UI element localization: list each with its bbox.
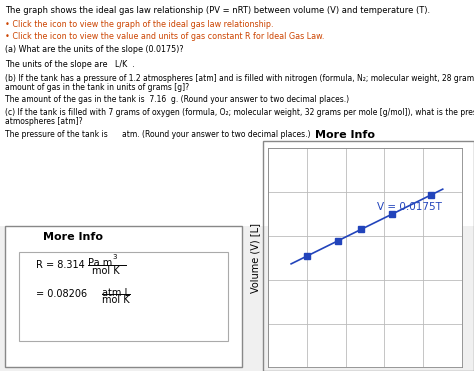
Text: The pressure of the tank is      atm. (Round your answer to two decimal places.): The pressure of the tank is atm. (Round … xyxy=(5,130,310,139)
Text: 3: 3 xyxy=(113,254,117,260)
Text: R = 8.314: R = 8.314 xyxy=(36,260,84,270)
Text: The units of the slope are   L/K  .: The units of the slope are L/K . xyxy=(5,60,135,69)
Text: More Info: More Info xyxy=(44,232,103,242)
Text: mol K: mol K xyxy=(92,266,120,276)
Text: mol K: mol K xyxy=(102,295,129,305)
FancyBboxPatch shape xyxy=(19,252,228,341)
Text: amount of gas in the tank in units of grams [g]?: amount of gas in the tank in units of gr… xyxy=(5,83,189,92)
Text: More Info: More Info xyxy=(315,130,375,140)
Text: The graph shows the ideal gas law relationship (PV = nRT) between volume (V) and: The graph shows the ideal gas law relati… xyxy=(5,6,430,14)
FancyBboxPatch shape xyxy=(5,226,242,367)
Text: V = 0.0175T: V = 0.0175T xyxy=(377,202,441,212)
Text: The amount of the gas in the tank is  7.16  g. (Round your answer to two decimal: The amount of the gas in the tank is 7.1… xyxy=(5,95,349,104)
Text: atmospheres [atm]?: atmospheres [atm]? xyxy=(5,117,82,126)
Text: • Click the icon to view the graph of the ideal gas law relationship.: • Click the icon to view the graph of th… xyxy=(5,20,273,29)
FancyBboxPatch shape xyxy=(0,0,474,226)
Text: (a) What are the units of the slope (0.0175)?: (a) What are the units of the slope (0.0… xyxy=(5,45,183,54)
Y-axis label: Volume (V) [L]: Volume (V) [L] xyxy=(250,223,260,293)
Text: atm L: atm L xyxy=(102,288,130,298)
Text: (b) If the tank has a pressure of 1.2 atmospheres [atm] and is filled with nitro: (b) If the tank has a pressure of 1.2 at… xyxy=(5,74,474,83)
Text: • Click the icon to view the value and units of gas constant R for Ideal Gas Law: • Click the icon to view the value and u… xyxy=(5,32,324,40)
Text: Pa m: Pa m xyxy=(88,258,112,268)
Text: (c) If the tank is filled with 7 grams of oxygen (formula, O₂; molecular weight,: (c) If the tank is filled with 7 grams o… xyxy=(5,108,474,116)
Text: = 0.08206: = 0.08206 xyxy=(36,289,87,299)
